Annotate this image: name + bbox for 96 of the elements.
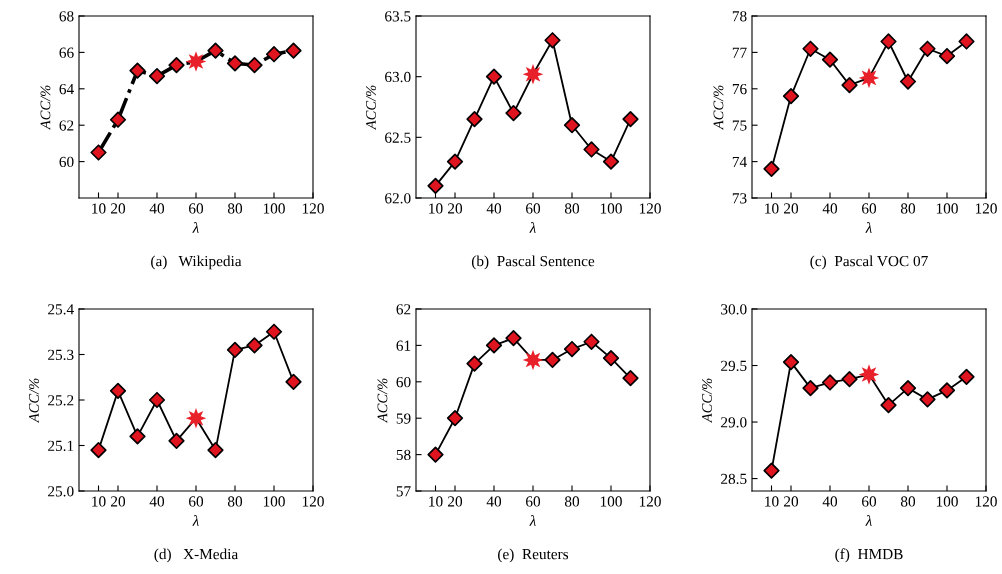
x-axis-title: λ <box>865 515 872 526</box>
x-tick-label: 120 <box>975 203 997 214</box>
x-tick-label: 60 <box>526 203 541 214</box>
text: (c) Pascal VOC 07 <box>810 255 928 270</box>
y-axis-title: ACC/% <box>702 378 712 424</box>
y-tick-label: 60 <box>59 156 74 168</box>
y-tick-label: 57 <box>396 486 411 497</box>
x-tick-label: 40 <box>486 203 502 214</box>
y-axis-title: ACC/% <box>40 85 51 131</box>
point <box>522 63 544 85</box>
x-tick-label: 120 <box>302 496 324 507</box>
y-tick-label: 25.1 <box>48 440 74 452</box>
x-tick-label: 120 <box>302 203 324 214</box>
x-tick-label: 100 <box>600 203 622 214</box>
x-tick-label: 20 <box>111 496 126 507</box>
x-tick-label: 80 <box>227 496 243 507</box>
x-tick-label: 40 <box>149 496 165 507</box>
x-tick-label: 80 <box>227 203 243 214</box>
y-tick-label: 62.0 <box>385 193 411 204</box>
y-tick-label: 62.5 <box>385 132 411 143</box>
text: (d) X-Media <box>154 548 238 563</box>
x-tick-label: 10 <box>765 496 779 507</box>
x-tick-label: 10 <box>765 203 779 214</box>
text: (f) HMDB <box>835 548 903 563</box>
y-tick-label: 77 <box>732 47 747 58</box>
x-tick-label: 120 <box>639 496 661 507</box>
y-tick-label: 30.0 <box>721 304 747 315</box>
x-tick-label: 100 <box>936 496 958 507</box>
x-tick-label: 100 <box>936 203 958 214</box>
point <box>522 349 544 371</box>
x-tick-label: 40 <box>486 496 502 507</box>
x-axis-title: λ <box>529 222 536 233</box>
y-tick-label: 61 <box>396 340 411 351</box>
x-tick-label: 80 <box>564 203 580 214</box>
y-tick-label: 63.5 <box>385 11 411 22</box>
point <box>185 51 207 72</box>
text: (b) Pascal Sentence <box>471 255 595 270</box>
point <box>185 407 207 429</box>
y-tick-label: 25.2 <box>48 395 74 406</box>
y-tick-label: 25.3 <box>48 349 74 361</box>
x-tick-label: 20 <box>111 203 126 214</box>
x-tick-label: 100 <box>263 496 285 507</box>
x-tick-label: 10 <box>429 496 443 507</box>
x-tick-label: 120 <box>975 496 997 507</box>
x-axis-title: λ <box>192 222 199 233</box>
x-tick-label: 60 <box>862 496 877 507</box>
x-tick-label: 20 <box>448 496 463 507</box>
y-tick-label: 73 <box>732 193 747 204</box>
x-axis-title: λ <box>865 222 872 233</box>
x-tick-label: 10 <box>92 496 106 507</box>
text: (a) Wikipedia <box>151 255 242 270</box>
y-tick-label: 25.4 <box>48 304 74 315</box>
y-tick-label: 60 <box>396 376 411 388</box>
x-tick-label: 10 <box>429 203 443 214</box>
y-axis-title: ACC/% <box>713 85 724 131</box>
x-tick-label: 60 <box>189 203 204 214</box>
point <box>858 364 880 385</box>
y-tick-label: 78 <box>732 11 747 22</box>
y-tick-label: 74 <box>732 156 747 167</box>
y-tick-label: 28.5 <box>721 473 747 485</box>
y-axis-title: ACC/% <box>29 378 39 424</box>
y-tick-label: 59 <box>396 413 411 424</box>
x-tick-label: 10 <box>92 203 106 214</box>
y-tick-label: 66 <box>59 47 74 58</box>
y-tick-label: 64 <box>59 83 74 95</box>
x-tick-label: 20 <box>784 496 799 507</box>
y-tick-label: 29.5 <box>721 360 747 372</box>
x-tick-label: 80 <box>900 203 916 214</box>
x-tick-label: 40 <box>822 203 838 214</box>
x-tick-label: 100 <box>600 496 622 507</box>
x-tick-label: 120 <box>639 203 661 214</box>
x-tick-label: 100 <box>263 203 285 214</box>
x-axis-title: λ <box>529 515 536 526</box>
y-tick-label: 76 <box>732 83 747 95</box>
y-tick-label: 62 <box>396 304 411 315</box>
x-tick-label: 60 <box>189 496 204 507</box>
x-tick-label: 60 <box>526 496 541 507</box>
x-tick-label: 80 <box>900 496 916 507</box>
point <box>858 67 880 89</box>
y-tick-label: 63.0 <box>385 71 411 83</box>
text: (e) Reuters <box>498 548 569 563</box>
y-tick-label: 75 <box>732 120 747 131</box>
y-axis-title: ACC/% <box>366 85 376 131</box>
y-tick-label: 29.0 <box>721 417 747 428</box>
x-tick-label: 60 <box>862 203 877 214</box>
y-tick-label: 25.0 <box>48 486 74 497</box>
x-tick-label: 20 <box>784 203 799 214</box>
y-axis-title: ACC/% <box>377 378 388 424</box>
y-tick-label: 58 <box>396 449 411 461</box>
y-tick-label: 62 <box>59 120 74 131</box>
x-tick-label: 40 <box>822 496 838 507</box>
x-tick-label: 20 <box>448 203 463 214</box>
x-axis-title: λ <box>192 515 199 526</box>
x-tick-label: 40 <box>149 203 165 214</box>
y-tick-label: 68 <box>59 11 74 22</box>
x-tick-label: 80 <box>564 496 580 507</box>
